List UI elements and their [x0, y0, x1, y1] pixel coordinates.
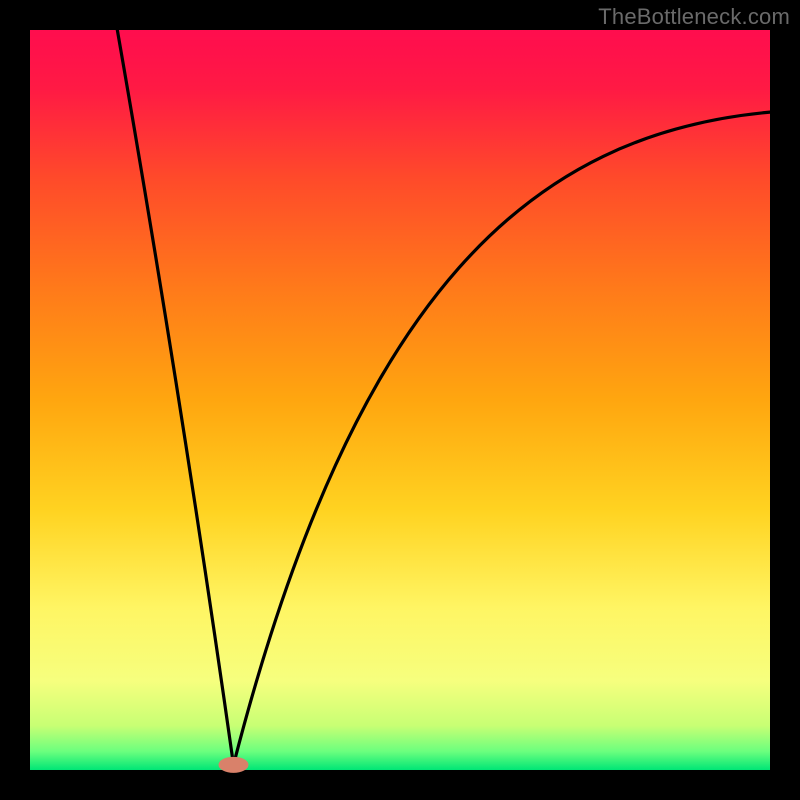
chart-svg-wrapper [0, 0, 800, 800]
bottleneck-chart [0, 0, 800, 800]
chart-container: TheBottleneck.com [0, 0, 800, 800]
notch-marker [219, 757, 249, 773]
plot-area-gradient [30, 30, 770, 770]
watermark-label: TheBottleneck.com [598, 4, 790, 30]
